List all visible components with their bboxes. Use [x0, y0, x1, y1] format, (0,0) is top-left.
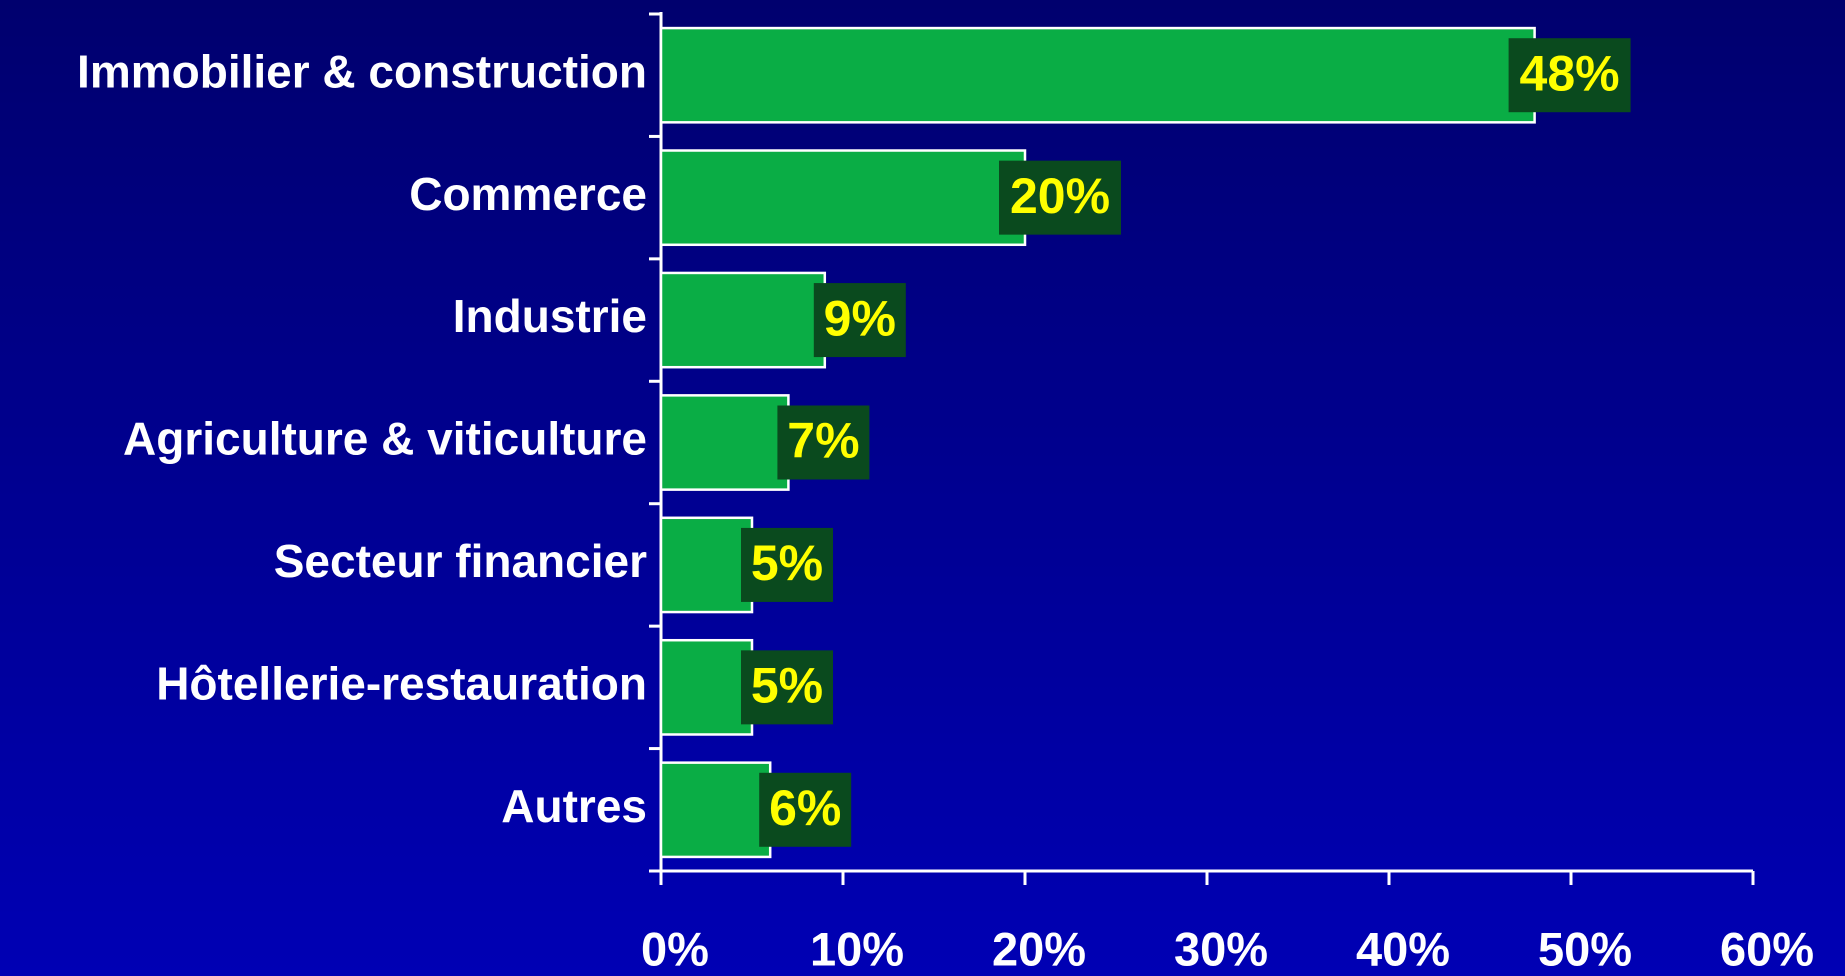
- y-tick-label: Hôtellerie-restauration: [156, 658, 647, 710]
- bar: [659, 394, 790, 491]
- y-tick-label: Autres: [501, 780, 647, 832]
- value-label-box: [741, 527, 833, 602]
- bar: [659, 761, 772, 859]
- value-label-box: [777, 405, 870, 480]
- value-label: 5%: [751, 535, 823, 591]
- x-tick-label: 10%: [810, 922, 904, 975]
- y-tick-label: Agriculture & viticulture: [123, 413, 647, 465]
- value-label: 9%: [824, 290, 896, 346]
- y-tick-label: Commerce: [409, 168, 647, 220]
- x-tick-label: 50%: [1538, 922, 1632, 975]
- value-label-box: [1508, 38, 1631, 113]
- bar: [659, 516, 754, 614]
- value-label-box: [741, 650, 833, 725]
- value-label: 20%: [1010, 168, 1110, 224]
- x-tick-label: 60%: [1720, 922, 1814, 975]
- y-tick-label: Secteur financier: [274, 535, 647, 587]
- bar: [659, 638, 754, 736]
- bar: [659, 271, 827, 369]
- x-tick-label: 20%: [992, 922, 1086, 975]
- value-label: 5%: [751, 658, 823, 714]
- bar: [659, 149, 1027, 247]
- value-label-box: [759, 772, 852, 847]
- value-label: 7%: [787, 413, 859, 469]
- x-tick-label: 0%: [641, 922, 709, 975]
- y-tick-label: Immobilier & construction: [77, 45, 647, 97]
- value-label-box: [813, 283, 906, 358]
- x-tick-label: 30%: [1174, 922, 1268, 975]
- x-tick-label: 40%: [1356, 922, 1450, 975]
- bar: [659, 26, 1536, 124]
- y-tick-label: Industrie: [453, 290, 647, 342]
- value-label: 48%: [1520, 45, 1620, 101]
- value-label: 6%: [769, 780, 841, 836]
- value-label-box: [999, 160, 1121, 235]
